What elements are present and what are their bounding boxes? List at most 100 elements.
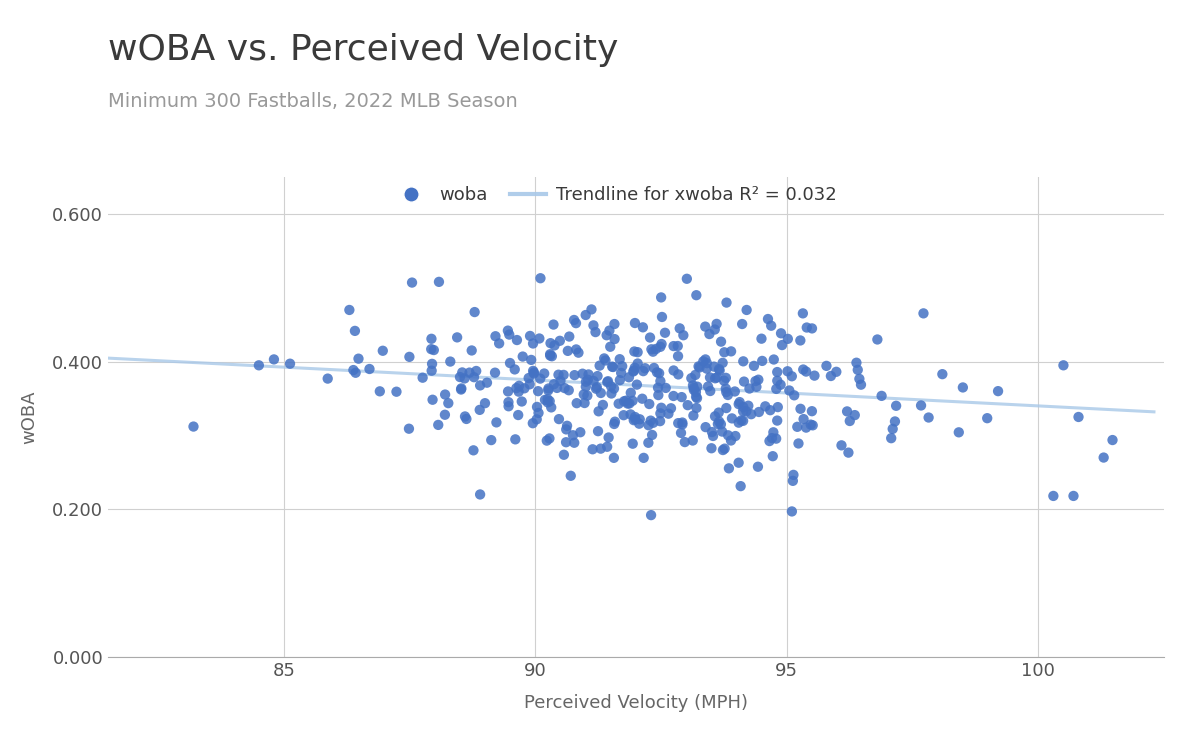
Point: [672, 391, 691, 403]
Point: [523, 337, 542, 349]
Point: [688, 392, 707, 404]
Point: [456, 410, 475, 422]
Point: [619, 371, 638, 383]
Point: [318, 373, 337, 384]
Point: [559, 331, 578, 342]
Point: [264, 354, 283, 365]
Point: [730, 399, 749, 410]
Point: [732, 318, 751, 330]
Point: [642, 429, 661, 441]
Point: [640, 398, 659, 410]
Point: [559, 384, 578, 396]
Point: [622, 387, 641, 399]
Point: [602, 361, 622, 373]
Point: [760, 435, 779, 447]
Point: [547, 382, 566, 394]
Point: [683, 379, 702, 391]
Point: [768, 415, 787, 427]
Point: [709, 415, 728, 427]
Point: [623, 395, 642, 407]
Point: [678, 399, 697, 411]
Point: [696, 321, 715, 333]
X-axis label: Perceived Velocity (MPH): Perceived Velocity (MPH): [524, 694, 748, 711]
Point: [634, 322, 653, 334]
Point: [827, 366, 846, 378]
Point: [805, 370, 824, 382]
Point: [787, 421, 806, 432]
Point: [464, 444, 484, 456]
Point: [715, 443, 734, 455]
Point: [664, 365, 683, 376]
Point: [548, 369, 568, 381]
Point: [636, 362, 655, 374]
Point: [716, 386, 736, 398]
Point: [763, 427, 782, 438]
Point: [782, 370, 802, 382]
Point: [578, 373, 598, 385]
Point: [630, 413, 649, 425]
Point: [872, 390, 892, 401]
Point: [656, 382, 676, 394]
Point: [762, 320, 781, 331]
Point: [672, 427, 691, 439]
Point: [793, 308, 812, 320]
Point: [737, 304, 756, 316]
Point: [557, 424, 576, 435]
Point: [634, 365, 653, 377]
Point: [721, 435, 740, 446]
Point: [402, 277, 421, 289]
Point: [668, 368, 688, 380]
Point: [650, 341, 670, 353]
Point: [1094, 452, 1114, 463]
Point: [568, 397, 587, 409]
Point: [425, 344, 444, 356]
Point: [540, 348, 559, 360]
Point: [578, 368, 598, 380]
Point: [612, 360, 631, 372]
Point: [788, 438, 808, 449]
Point: [460, 367, 479, 379]
Point: [838, 405, 857, 417]
Point: [538, 393, 557, 405]
Point: [733, 405, 752, 417]
Point: [421, 343, 440, 355]
Point: [528, 385, 547, 397]
Point: [676, 436, 695, 448]
Point: [422, 358, 442, 370]
Point: [791, 334, 810, 346]
Point: [628, 346, 647, 358]
Point: [422, 333, 442, 345]
Point: [712, 336, 731, 348]
Point: [731, 480, 750, 492]
Point: [650, 415, 670, 427]
Point: [498, 325, 517, 337]
Point: [653, 311, 672, 323]
Point: [682, 372, 701, 384]
Point: [1103, 434, 1122, 446]
Point: [641, 331, 660, 343]
Point: [440, 356, 460, 368]
Point: [506, 382, 526, 394]
Point: [702, 426, 721, 438]
Point: [764, 354, 784, 365]
Point: [467, 365, 486, 377]
Point: [725, 385, 744, 397]
Point: [539, 384, 558, 396]
Point: [593, 399, 612, 411]
Point: [713, 426, 732, 438]
Point: [689, 360, 708, 372]
Point: [521, 330, 540, 342]
Point: [707, 371, 726, 383]
Point: [683, 435, 702, 446]
Point: [746, 381, 766, 393]
Point: [744, 360, 763, 372]
Point: [710, 365, 730, 376]
Point: [686, 402, 706, 414]
Point: [709, 363, 728, 375]
Point: [583, 444, 602, 455]
Point: [746, 375, 766, 387]
Point: [499, 328, 518, 340]
Point: [713, 444, 732, 456]
Point: [668, 340, 688, 352]
Point: [625, 317, 644, 329]
